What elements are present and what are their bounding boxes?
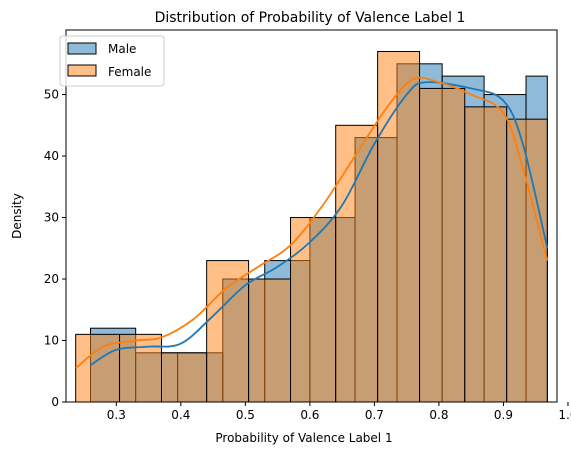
x-tick-label: 0.6	[300, 408, 319, 422]
y-tick-label: 30	[44, 211, 59, 225]
bar-female-5	[290, 217, 337, 403]
y-tick-label: 0	[51, 395, 59, 409]
x-tick-label: 0.3	[107, 408, 126, 422]
kde-line-female	[75, 76, 549, 369]
y-tick-label: 10	[44, 334, 59, 348]
y-tick-label: 50	[44, 88, 59, 102]
x-tick-label: 0.8	[429, 408, 448, 422]
x-tick-label: 0.5	[236, 408, 255, 422]
legend: Male Female	[59, 35, 165, 87]
legend-swatch-male	[67, 42, 97, 55]
bar-female-6	[335, 124, 379, 403]
bar-female-10	[506, 118, 548, 403]
x-axis-ticks: 0.3 0.4 0.5 0.6 0.7 0.8 0.9 1.0	[107, 402, 571, 422]
bar-female-0	[75, 333, 121, 403]
kde-curves	[75, 76, 549, 369]
x-tick-label: 0.7	[365, 408, 384, 422]
y-tick-label: 40	[44, 149, 59, 163]
chart-title: Distribution of Probability of Valence L…	[155, 10, 466, 26]
legend-label-male: Male	[108, 42, 136, 56]
bar-female-4	[248, 278, 292, 403]
y-axis-label: Density	[10, 193, 24, 239]
kde-line-male	[90, 81, 549, 366]
plot-frame	[65, 29, 558, 403]
x-tick-label: 0.9	[494, 408, 513, 422]
histogram-bars	[75, 51, 548, 403]
x-tick-label: 1.0	[558, 408, 571, 422]
bar-female-9	[464, 106, 508, 403]
legend-swatch-female	[67, 64, 97, 77]
bar-female-8	[419, 87, 466, 403]
bar-female-2	[160, 352, 208, 403]
x-tick-label: 0.4	[171, 408, 190, 422]
y-tick-label: 20	[44, 272, 59, 286]
bar-female-1	[119, 333, 162, 403]
y-axis-ticks: 0 10 20 30 40 50	[44, 88, 66, 409]
legend-label-female: Female	[108, 65, 151, 79]
bar-female-3	[206, 260, 250, 403]
x-axis-label: Probability of Valence Label 1	[215, 431, 392, 445]
